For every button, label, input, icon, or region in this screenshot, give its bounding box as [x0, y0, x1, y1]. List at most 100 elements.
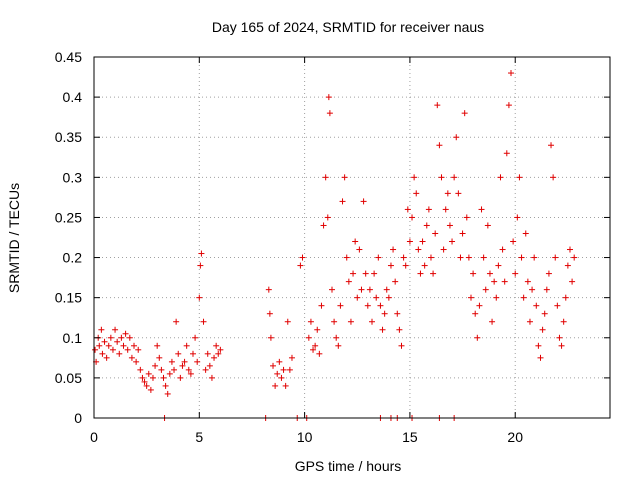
data-point	[425, 206, 432, 213]
data-point	[537, 354, 544, 361]
data-point	[497, 174, 504, 181]
data-point	[379, 326, 386, 333]
data-point	[92, 346, 99, 353]
data-point	[529, 286, 536, 293]
data-point	[143, 382, 150, 389]
data-point	[465, 254, 472, 261]
data-point	[493, 294, 500, 301]
data-point	[324, 214, 331, 221]
data-point	[158, 366, 165, 373]
data-point	[423, 222, 430, 229]
data-point	[512, 270, 519, 277]
data-point	[524, 278, 531, 285]
y-tick-label: 0.15	[55, 290, 82, 306]
data-point	[305, 334, 312, 341]
ticks-layer: 0 5 10 15 20 0 0.05 0.1 0.15 0.2 0.25 0.3 0.35 0.4 0.4…	[55, 49, 610, 445]
data-point	[99, 350, 106, 357]
data-point	[122, 330, 129, 337]
data-point	[280, 366, 287, 373]
chart-title: Day 165 of 2024, SRMTID for receiver nau…	[212, 19, 484, 35]
data-point	[489, 318, 496, 325]
data-point	[385, 294, 392, 301]
data-point	[208, 374, 215, 381]
data-point	[152, 362, 159, 369]
data-point	[124, 346, 131, 353]
data-point	[139, 374, 146, 381]
data-point	[360, 198, 367, 205]
data-point	[508, 70, 515, 77]
data-point	[453, 134, 460, 141]
data-point	[550, 174, 557, 181]
data-point	[211, 354, 218, 361]
x-tick-label: 20	[507, 429, 523, 445]
data-point	[569, 278, 576, 285]
data-point	[282, 382, 289, 389]
data-point	[564, 262, 571, 269]
data-point	[571, 254, 578, 261]
y-tick-label: 0.2	[63, 250, 83, 266]
data-point	[168, 358, 175, 365]
data-point	[154, 342, 161, 349]
data-point	[266, 310, 273, 317]
data-point	[278, 374, 285, 381]
data-point	[316, 350, 323, 357]
data-point	[446, 222, 453, 229]
y-tick-label: 0.1	[63, 330, 83, 346]
y-tick-label: 0.45	[55, 49, 82, 65]
data-point	[461, 110, 468, 117]
data-point	[503, 150, 510, 157]
y-tick-label: 0.4	[63, 89, 83, 105]
data-point	[531, 254, 538, 261]
data-point	[343, 254, 350, 261]
data-point	[200, 318, 207, 325]
data-point	[141, 378, 148, 385]
data-point	[118, 334, 125, 341]
x-tick-label: 5	[195, 429, 203, 445]
y-tick-label: 0.05	[55, 370, 82, 386]
data-point	[331, 318, 338, 325]
data-point	[491, 278, 498, 285]
data-point	[128, 354, 135, 361]
data-point	[215, 350, 222, 357]
data-point	[120, 342, 127, 349]
data-point	[371, 270, 378, 277]
data-point	[265, 286, 272, 293]
data-point	[394, 310, 401, 317]
data-point	[514, 214, 521, 221]
data-point	[459, 230, 466, 237]
data-point	[187, 370, 194, 377]
data-point	[297, 262, 304, 269]
data-point	[171, 366, 178, 373]
data-point	[470, 270, 477, 277]
data-point	[387, 262, 394, 269]
data-point	[554, 302, 561, 309]
data-point	[166, 370, 173, 377]
y-tick-label: 0.3	[63, 169, 83, 185]
data-point	[333, 334, 340, 341]
data-point	[325, 94, 332, 101]
data-point	[432, 230, 439, 237]
x-tick-label: 0	[90, 429, 98, 445]
data-point	[400, 254, 407, 261]
data-point	[116, 350, 123, 357]
data-point	[189, 350, 196, 357]
data-point	[173, 318, 180, 325]
data-point	[366, 286, 373, 293]
data-point	[533, 302, 540, 309]
data-point	[267, 334, 274, 341]
data-point	[556, 334, 563, 341]
data-point	[177, 374, 184, 381]
data-point	[320, 222, 327, 229]
data-point	[501, 278, 508, 285]
data-point	[463, 214, 470, 221]
data-point	[486, 270, 493, 277]
data-point	[535, 342, 542, 349]
data-point	[381, 310, 388, 317]
data-point	[562, 294, 569, 301]
data-point	[467, 294, 474, 301]
data-point	[145, 370, 152, 377]
data-point	[392, 278, 399, 285]
data-point	[206, 362, 213, 369]
data-point	[162, 382, 169, 389]
data-point	[552, 254, 559, 261]
